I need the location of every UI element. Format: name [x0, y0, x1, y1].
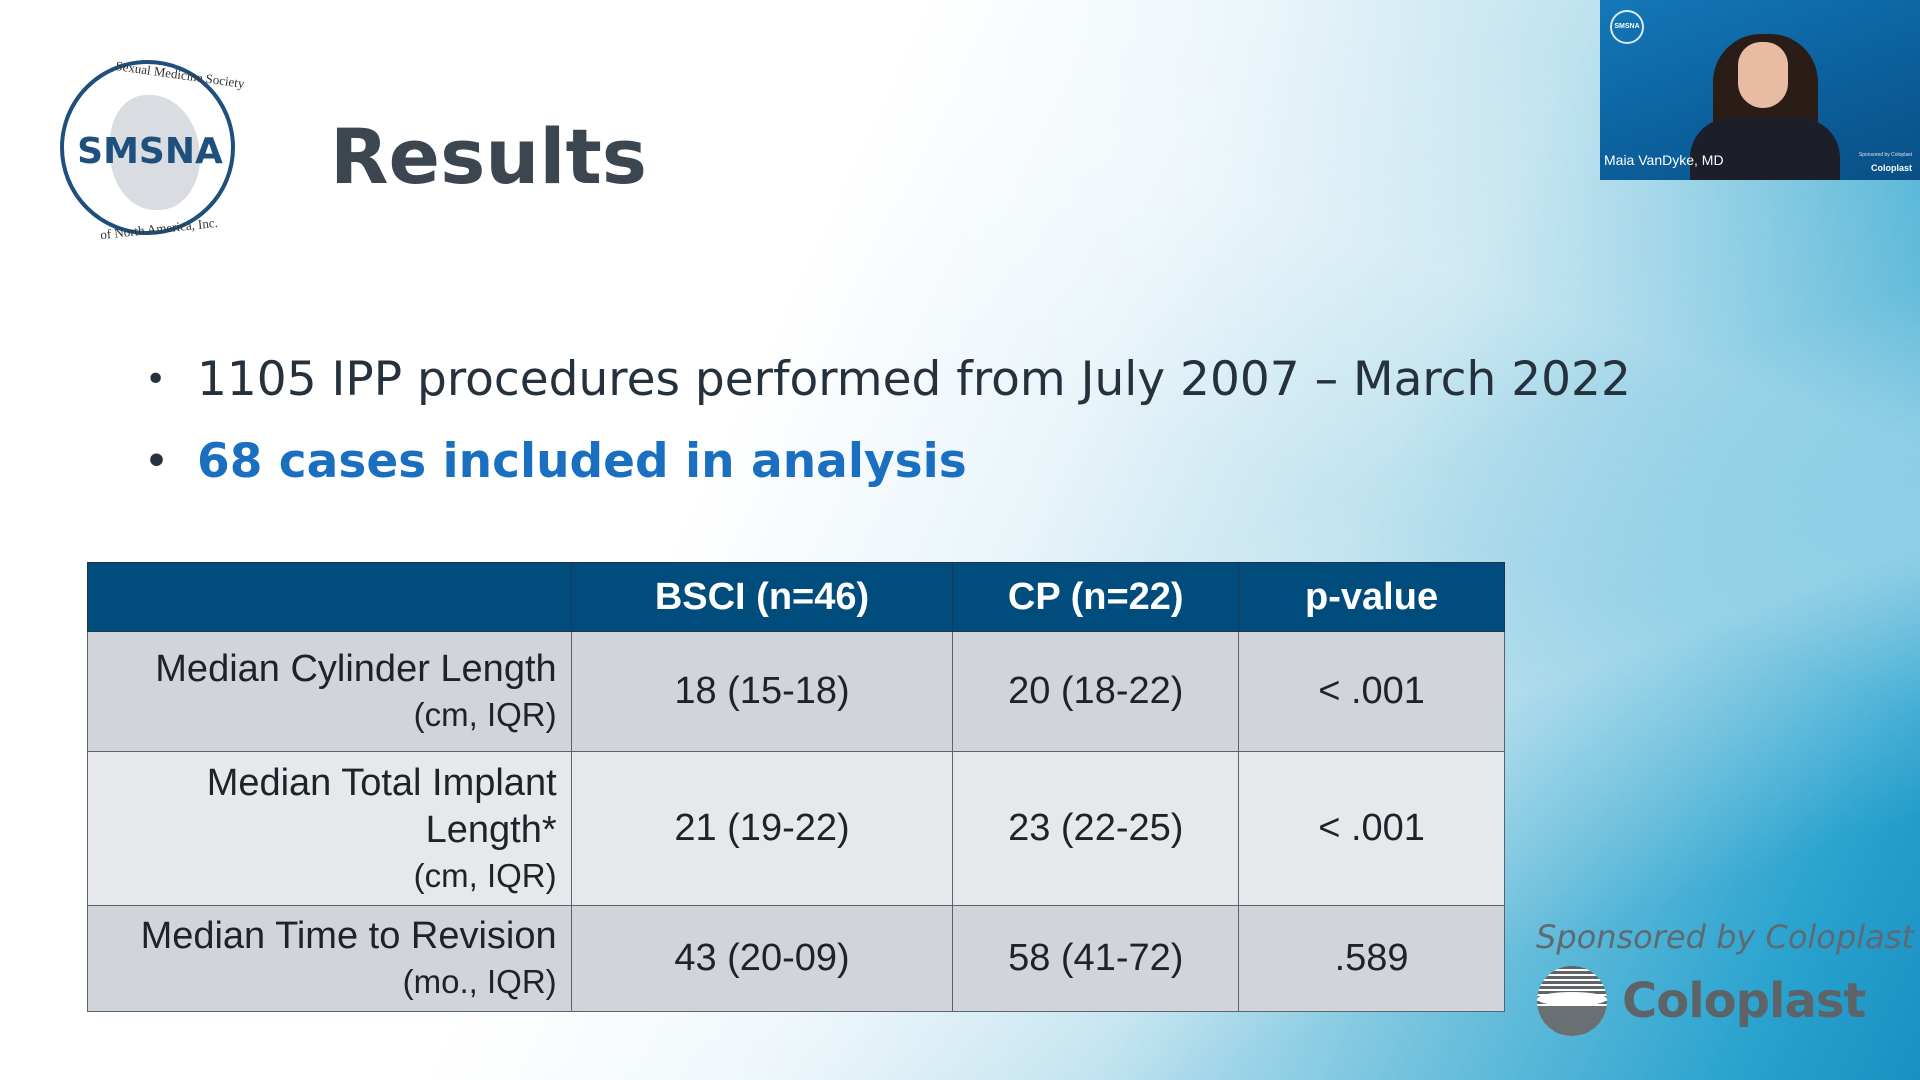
- header-bsci: BSCI (n=46): [570, 562, 954, 632]
- coloplast-wordmark: Coloplast: [1622, 973, 1866, 1029]
- row-label: Median Total Implant Length* (cm, IQR): [87, 751, 572, 906]
- row-unit: (mo., IQR): [402, 963, 557, 1000]
- cell-p-value: < .001: [1238, 631, 1505, 752]
- smsna-logo: SMSNA Sexual Medicine Society of North A…: [55, 55, 250, 250]
- row-label-line: Median Total Implant: [206, 761, 557, 804]
- speaker-face: [1738, 42, 1788, 108]
- video-sponsor-overlay: Sponsored by Coloplast Coloplast: [1856, 152, 1912, 176]
- bullet-dot: •: [145, 359, 167, 400]
- bullet-item: • 1105 IPP procedures performed from Jul…: [145, 350, 1631, 432]
- header-empty: [87, 562, 572, 632]
- bullet-text: 1105 IPP procedures performed from July …: [197, 352, 1631, 407]
- table-row: Median Total Implant Length* (cm, IQR) 2…: [87, 751, 1505, 906]
- sponsor-text: Sponsored by Coloplast: [1536, 918, 1914, 956]
- table-header-row: BSCI (n=46) CP (n=22) p-value: [87, 562, 1505, 632]
- row-label: Median Time to Revision (mo., IQR): [87, 905, 572, 1012]
- cell-cp: 58 (41-72): [952, 905, 1240, 1012]
- logo-ring: [60, 60, 235, 235]
- cell-p-value: .589: [1238, 905, 1505, 1012]
- north-america-map-icon: [110, 95, 200, 210]
- cell-cp: 23 (22-25): [952, 751, 1240, 906]
- cell-cp: 20 (18-22): [952, 631, 1240, 752]
- video-sponsor-brand: Coloplast: [1870, 163, 1912, 173]
- row-label-line: Length*: [425, 808, 557, 851]
- header-p-value: p-value: [1238, 562, 1505, 632]
- row-label-line: Median Time to Revision: [140, 915, 557, 957]
- bullet-dot: •: [145, 441, 169, 482]
- table-row: Median Cylinder Length (cm, IQR) 18 (15-…: [87, 631, 1505, 752]
- coloplast-logo-icon: [1537, 966, 1607, 1036]
- cell-p-value: < .001: [1238, 751, 1505, 906]
- cell-bsci: 21 (19-22): [570, 751, 954, 906]
- header-cp: CP (n=22): [952, 562, 1240, 632]
- bullet-item-highlight: • 68 cases included in analysis: [145, 432, 1631, 514]
- bullet-list: • 1105 IPP procedures performed from Jul…: [145, 350, 1631, 514]
- cell-bsci: 43 (20-09): [570, 905, 954, 1012]
- wall-logo-icon: SMSNA: [1610, 10, 1644, 44]
- speaker-body: [1690, 118, 1840, 180]
- row-unit: (cm, IQR): [413, 696, 557, 733]
- row-label-line: Median Cylinder Length: [155, 648, 557, 690]
- logo-abbreviation: SMSNA: [77, 131, 223, 172]
- slide-title: Results: [330, 112, 648, 201]
- results-table: BSCI (n=46) CP (n=22) p-value Median Cyl…: [87, 562, 1505, 1012]
- table-row: Median Time to Revision (mo., IQR) 43 (2…: [87, 905, 1505, 1012]
- bullet-text: 68 cases included in analysis: [197, 434, 967, 489]
- row-label: Median Cylinder Length (cm, IQR): [87, 631, 572, 752]
- speaker-video-tile[interactable]: SMSNA Maia VanDyke, MD Sponsored by Colo…: [1600, 0, 1920, 180]
- row-unit: (cm, IQR): [413, 856, 557, 894]
- speaker-name-label: Maia VanDyke, MD: [1604, 152, 1724, 168]
- video-sponsor-small-text: Sponsored by Coloplast: [1858, 152, 1912, 158]
- cell-bsci: 18 (15-18): [570, 631, 954, 752]
